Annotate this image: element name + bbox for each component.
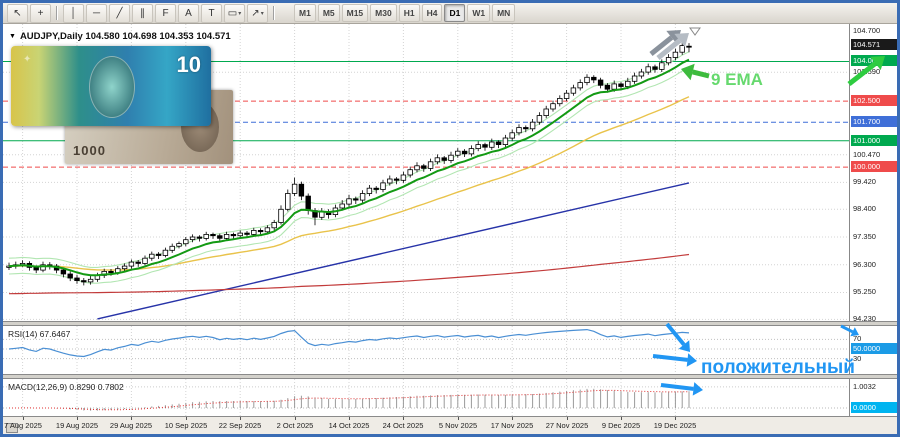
fibonacci-tool[interactable]: F bbox=[155, 3, 176, 23]
toolbar-separator bbox=[273, 6, 275, 20]
price-tick: 101.700 bbox=[851, 116, 897, 127]
arrows-tool-caret-icon[interactable]: ▾ bbox=[260, 10, 264, 17]
date-label: 5 Nov 2025 bbox=[438, 421, 478, 430]
timeframe-m15[interactable]: M15 bbox=[341, 4, 369, 22]
rsi-pane[interactable] bbox=[3, 326, 849, 374]
toolbar-separator bbox=[56, 6, 58, 20]
price-tick: 96.300 bbox=[853, 260, 876, 269]
price-tick: 50.0000 bbox=[851, 343, 897, 354]
aud-note-value: 10 bbox=[176, 52, 201, 77]
timeframe-m30[interactable]: M30 bbox=[370, 4, 397, 22]
timeframe-mn[interactable]: MN bbox=[492, 4, 516, 22]
date-tick bbox=[458, 417, 459, 420]
date-tick bbox=[186, 417, 187, 420]
pane-divider-macd[interactable] bbox=[3, 374, 897, 379]
timeframe-bar: M1 M5 M15 M30 H1 H4 D1 W1 MN bbox=[293, 3, 516, 23]
date-label: 24 Oct 2025 bbox=[382, 421, 424, 430]
price-tick: 30 bbox=[853, 354, 862, 363]
yen-note-value: 1000 bbox=[73, 143, 106, 158]
label-tool[interactable]: T bbox=[201, 3, 222, 23]
symbol-ohlc-text: AUDJPY,Daily 104.580 104.698 104.353 104… bbox=[19, 31, 231, 42]
date-label: 19 Dec 2025 bbox=[653, 421, 697, 430]
date-tick bbox=[77, 417, 78, 420]
date-tick bbox=[675, 417, 676, 420]
price-tick: 104.700 bbox=[853, 26, 881, 35]
aud-note-portrait bbox=[89, 56, 135, 118]
date-label: 19 Aug 2025 bbox=[55, 421, 99, 430]
price-tick: 0.0000 bbox=[851, 402, 897, 413]
trendline-tool[interactable]: ╱ bbox=[109, 3, 130, 23]
price-tick: 97.350 bbox=[853, 232, 876, 241]
aud-note: 10 ✦ bbox=[11, 46, 211, 126]
timeframe-m1[interactable]: M1 bbox=[294, 4, 316, 22]
timeframe-w1[interactable]: W1 bbox=[467, 4, 491, 22]
date-label: 2 Oct 2025 bbox=[276, 421, 314, 430]
pane-divider-rsi[interactable] bbox=[3, 321, 897, 326]
date-label: 27 Nov 2025 bbox=[545, 421, 589, 430]
price-tick: 100.000 bbox=[851, 161, 897, 172]
timeframe-h4[interactable]: H4 bbox=[421, 4, 443, 22]
chart-region: 104.700 104.571 104.000 103.590 102.500 101.7… bbox=[3, 24, 897, 434]
date-axis[interactable]: 7 Aug 2025 19 Aug 2025 29 Aug 2025 10 Sep 2… bbox=[3, 416, 897, 434]
crosshair-tool[interactable]: + bbox=[30, 3, 51, 23]
shapes-tool[interactable]: ▭ ▾ bbox=[224, 3, 245, 23]
price-tick: 1.0032 bbox=[853, 382, 876, 391]
date-label: 22 Sep 2025 bbox=[218, 421, 262, 430]
price-tick: 99.420 bbox=[853, 177, 876, 186]
symbol-bar: ▼ AUDJPY,Daily 104.580 104.698 104.353 1… bbox=[9, 31, 231, 42]
vertical-line-tool[interactable]: │ bbox=[63, 3, 84, 23]
timeframe-d1[interactable]: D1 bbox=[444, 4, 466, 22]
text-tool[interactable]: A bbox=[178, 3, 199, 23]
price-tick: 94.230 bbox=[853, 314, 876, 323]
macd-pane[interactable] bbox=[3, 379, 849, 416]
aud-note-star-icon: ✦ bbox=[23, 54, 32, 65]
positive-annotation-text[interactable]: положительный bbox=[701, 357, 855, 378]
date-tick bbox=[621, 417, 622, 420]
banknote-image: 1000 10 ✦ bbox=[11, 46, 233, 164]
shapes-tool-caret-icon[interactable]: ▾ bbox=[238, 10, 242, 17]
date-label: 7 Aug 2025 bbox=[4, 421, 42, 430]
toolbar: ↖ + │ ─ ╱ ∥ F A T ▭ ▾ ↗ ▾ M1 M5 M15 M30 H1 H4 D1 W1 MN bbox=[3, 3, 897, 24]
date-tick bbox=[131, 417, 132, 420]
horizontal-line-tool[interactable]: ─ bbox=[86, 3, 107, 23]
equidistant-channel-tool[interactable]: ∥ bbox=[132, 3, 153, 23]
timeframe-h1[interactable]: H1 bbox=[398, 4, 420, 22]
ema-annotation-text[interactable]: 9 EMA bbox=[711, 70, 763, 89]
price-tick: 70 bbox=[853, 334, 862, 343]
price-tick: 102.500 bbox=[851, 95, 897, 106]
date-tick bbox=[349, 417, 350, 420]
symbol-dropdown-icon[interactable]: ▼ bbox=[9, 33, 16, 40]
date-label: 9 Dec 2025 bbox=[601, 421, 641, 430]
date-tick bbox=[403, 417, 404, 420]
date-label: 14 Oct 2025 bbox=[328, 421, 370, 430]
price-tick: 100.470 bbox=[853, 150, 881, 159]
price-tick: 95.250 bbox=[853, 287, 876, 296]
date-label: 29 Aug 2025 bbox=[109, 421, 153, 430]
date-tick bbox=[295, 417, 296, 420]
price-axis[interactable]: 104.700 104.571 104.000 103.590 102.500 101.7… bbox=[849, 24, 897, 416]
date-tick bbox=[512, 417, 513, 420]
price-tick: 104.000 bbox=[851, 55, 897, 66]
price-tick: 101.000 bbox=[851, 135, 897, 146]
macd-indicator-label: MACD(12,26,9) 0.8290 0.7802 bbox=[8, 382, 124, 392]
price-tick: 103.590 bbox=[853, 67, 881, 76]
price-tick: 98.400 bbox=[853, 204, 876, 213]
date-tick bbox=[23, 417, 24, 420]
arrows-tool[interactable]: ↗ ▾ bbox=[247, 3, 268, 23]
date-label: 10 Sep 2025 bbox=[164, 421, 208, 430]
cursor-tool[interactable]: ↖ bbox=[7, 3, 28, 23]
price-tick: 104.571 bbox=[851, 39, 897, 50]
date-label: 17 Nov 2025 bbox=[490, 421, 534, 430]
timeframe-m5[interactable]: M5 bbox=[317, 4, 340, 22]
scroll-thumb[interactable] bbox=[6, 423, 18, 433]
rsi-indicator-label: RSI(14) 67.6467 bbox=[8, 329, 71, 339]
date-tick bbox=[240, 417, 241, 420]
toolbar-tools: ↖ + │ ─ ╱ ∥ F A T ▭ ▾ ↗ ▾ bbox=[6, 3, 279, 23]
date-tick bbox=[567, 417, 568, 420]
